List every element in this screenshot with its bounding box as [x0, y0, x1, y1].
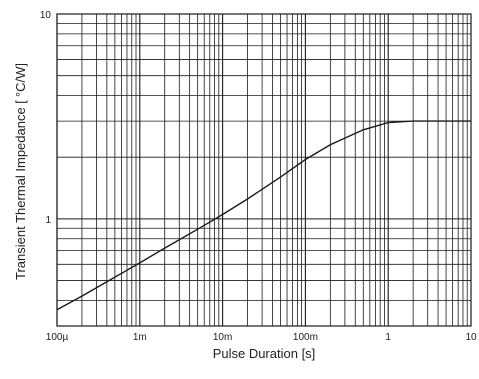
grid-minor: [57, 14, 471, 327]
x-tick-labels: 100µ 1m 10m 100m 1 10: [46, 332, 477, 343]
y-tick-label: 10: [40, 10, 52, 21]
y-axis-title: Transient Thermal Impedance [: [13, 100, 28, 280]
x-tick-label: 100µ: [46, 332, 69, 343]
plot-area: [57, 14, 471, 326]
impedance-curve: [56, 120, 471, 311]
x-tick-label: 1m: [133, 332, 147, 343]
x-tick-label: 100m: [293, 332, 318, 343]
x-axis-title: Pulse Duration [s]: [213, 346, 316, 361]
y-axis-unit: °C/W]: [13, 63, 28, 97]
y-tick-labels: 1 10: [40, 10, 52, 226]
x-tick-label: 1: [385, 332, 391, 343]
plot-border: [56, 13, 472, 327]
x-tick-label: 10m: [213, 332, 232, 343]
x-tick-label: 10: [465, 332, 477, 343]
y-tick-label: 1: [45, 215, 51, 226]
